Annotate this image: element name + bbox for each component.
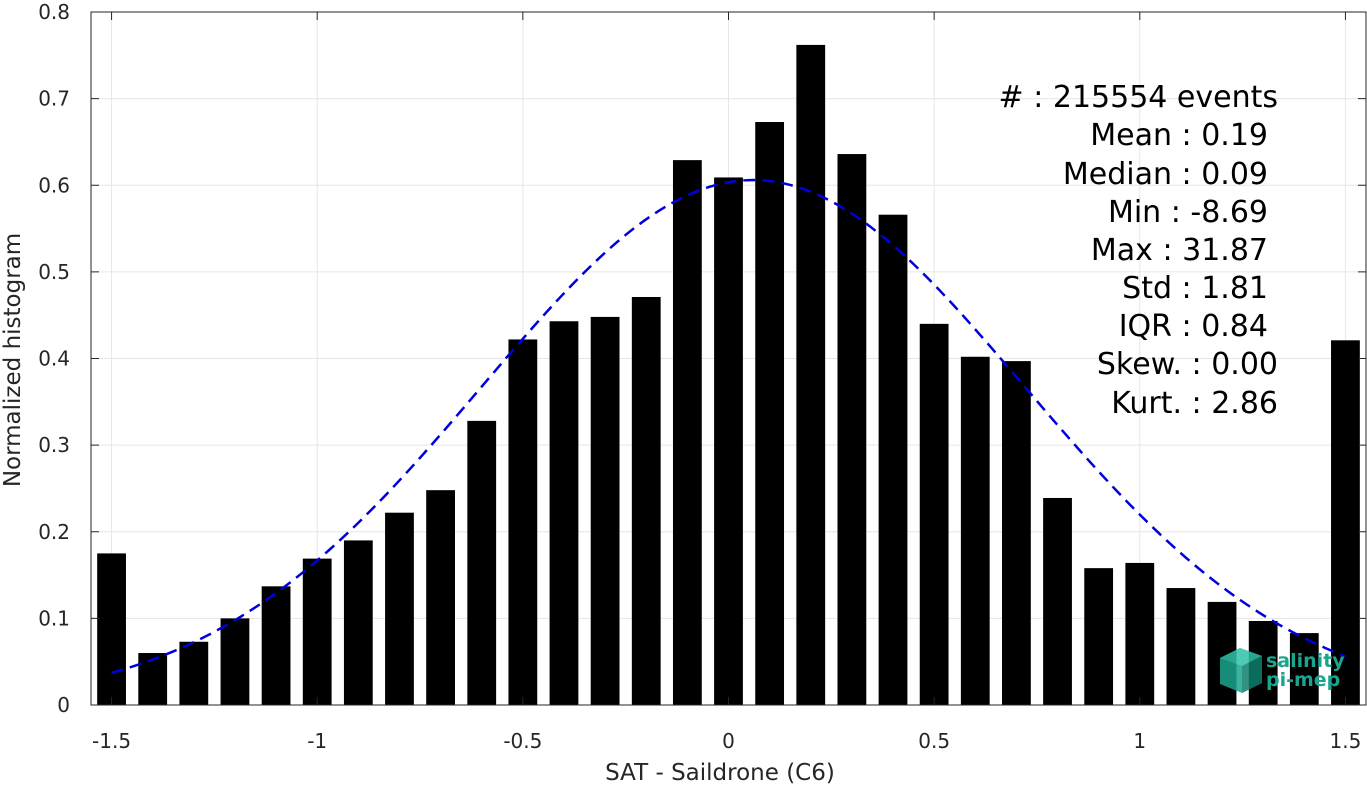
y-tick-label: 0.2 [38, 520, 70, 544]
histogram-bar [549, 321, 579, 705]
histogram-bar [1289, 633, 1319, 705]
histogram-bar [1002, 361, 1031, 705]
histogram-bar [755, 122, 785, 706]
x-axis-label: SAT - Saildrone (C6) [605, 760, 835, 785]
y-tick-label: 0.6 [38, 173, 70, 197]
y-tick-labels: 0 0.1 0.2 0.3 0.4 0.5 0.6 0.7 0.8 [38, 0, 70, 717]
stat-iqr: IQR : 0.84 [1119, 309, 1268, 344]
normal-fit-curve [111, 178, 1346, 675]
stat-events: # : 215554 events [999, 80, 1278, 115]
histogram-bar [960, 356, 990, 705]
histogram-bar [1084, 568, 1114, 705]
y-tick-label: 0.8 [38, 0, 70, 24]
histogram-bar [385, 512, 414, 705]
x-tick-label: 0 [722, 729, 735, 753]
histogram-bar [714, 177, 743, 706]
axis-ticks [91, 11, 1366, 706]
histogram-bar [837, 154, 867, 705]
stats-box: # : 215554 events Mean : 0.19 Median : 0… [999, 80, 1278, 421]
stat-median: Median : 0.09 [1063, 157, 1268, 192]
y-tick-label: 0.7 [38, 87, 70, 111]
histogram-bar [1331, 340, 1360, 705]
x-tick-label: 0.5 [918, 729, 950, 753]
x-tick-label: 1.5 [1330, 729, 1362, 753]
y-tick-label: 0 [57, 693, 70, 717]
histogram-bar [467, 420, 497, 705]
histogram-bar [672, 160, 702, 705]
histogram-bar [1166, 588, 1196, 705]
x-tick-label: 1 [1133, 729, 1146, 753]
y-tick-label: 0.1 [38, 606, 70, 630]
y-tick-label: 0.5 [38, 260, 70, 284]
logo-cube-icon [1220, 648, 1262, 693]
histogram-bar [97, 553, 126, 705]
histogram-bar [426, 490, 455, 705]
x-tick-label: -1 [307, 729, 327, 753]
histogram-bar [302, 558, 332, 705]
histogram-bar [343, 540, 373, 705]
stat-min: Min : -8.69 [1108, 195, 1268, 230]
histogram-bar [179, 641, 209, 705]
stat-kurt: Kurt. : 2.86 [1111, 386, 1278, 421]
y-tick-label: 0.3 [38, 433, 70, 457]
x-tick-labels: -1.5 -1 -0.5 0 0.5 1 1.5 [92, 729, 1361, 753]
histogram-bar [508, 339, 538, 705]
histogram-bar [919, 323, 949, 705]
stat-mean: Mean : 0.19 [1090, 118, 1268, 153]
stat-skew: Skew. : 0.00 [1097, 347, 1278, 382]
histogram-bar [138, 653, 168, 705]
histogram-bar [796, 44, 826, 706]
histogram-bar [590, 316, 620, 705]
histogram-bar [1043, 497, 1072, 705]
stat-std: Std : 1.81 [1122, 271, 1268, 306]
y-tick-label: 0.4 [38, 347, 70, 371]
histogram-bar [631, 296, 661, 705]
histogram-bar [878, 214, 908, 705]
logo-line1: salinity [1266, 650, 1345, 672]
x-tick-label: -1.5 [92, 729, 131, 753]
x-tick-label: -0.5 [503, 729, 542, 753]
logo-line2: pi-mep [1266, 669, 1340, 691]
y-axis-label: Normalized histogram [0, 233, 26, 487]
stat-max: Max : 31.87 [1091, 233, 1268, 268]
histogram-bar [220, 618, 250, 705]
histogram-bar [1125, 562, 1155, 705]
histogram-bars [97, 44, 1360, 706]
salinity-pimep-logo: salinity pi-mep [1220, 648, 1345, 693]
histogram-bar [261, 586, 291, 705]
